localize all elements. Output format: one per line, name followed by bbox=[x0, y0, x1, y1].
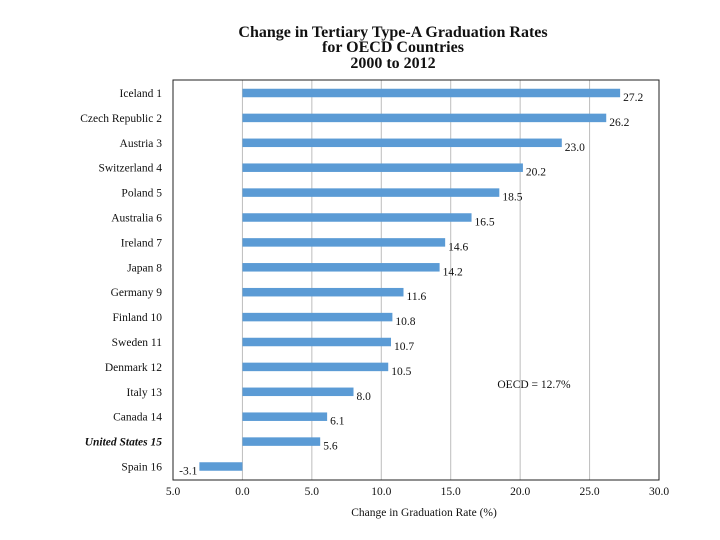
category-label: Denmark 12 bbox=[105, 362, 162, 374]
bar-value-label: 14.6 bbox=[448, 241, 468, 253]
bar bbox=[242, 163, 523, 172]
x-tick-label: 5.0 bbox=[305, 486, 320, 498]
bar bbox=[242, 337, 392, 347]
plot-area-frame bbox=[172, 79, 660, 481]
bar-value-label: 16.5 bbox=[475, 217, 495, 229]
bar bbox=[242, 263, 440, 272]
bar-value-label: 10.7 bbox=[394, 341, 414, 353]
bar bbox=[242, 238, 446, 247]
category-label: Japan 8 bbox=[127, 262, 162, 274]
category-label: Iceland 1 bbox=[120, 88, 163, 100]
bar bbox=[242, 188, 500, 197]
category-label: United States 15 bbox=[85, 437, 163, 449]
bar bbox=[242, 138, 562, 148]
x-tick-label: 20.0 bbox=[510, 486, 530, 498]
bar-value-label: 6.1 bbox=[330, 416, 345, 428]
bar bbox=[242, 88, 621, 98]
bar bbox=[242, 312, 393, 322]
title-line-3: 2000 to 2012 bbox=[350, 55, 435, 72]
bar bbox=[242, 213, 472, 222]
bar-value-label: 20.2 bbox=[526, 167, 546, 179]
bar bbox=[242, 287, 404, 297]
bar-value-label: 11.6 bbox=[407, 291, 427, 303]
category-label: Austria 3 bbox=[120, 138, 163, 150]
bar-value-label: 10.8 bbox=[395, 316, 415, 328]
x-tick-labels-group: 5.0 0.0 5.0 10.0 15.0 20.0 25.0 30.0 bbox=[166, 486, 670, 498]
x-tick-label: 10.0 bbox=[371, 486, 391, 498]
value-labels-group: 27.2 26.2 23.0 20.2 18.5 16.5 14.6 14.2 11.6 10.8… bbox=[179, 92, 643, 478]
bar-value-label: 10.5 bbox=[391, 366, 411, 378]
oecd-average-annotation: OECD = 12.7% bbox=[497, 379, 571, 391]
x-tick-label: 0.0 bbox=[235, 486, 250, 498]
bar-value-label: -3.1 bbox=[179, 466, 197, 478]
x-tick-label: 30.0 bbox=[649, 486, 669, 498]
x-tick-label: 5.0 bbox=[166, 486, 181, 498]
bar-value-label: 23.0 bbox=[565, 142, 585, 154]
category-label: Germany 9 bbox=[111, 287, 163, 299]
category-label: Switzerland 4 bbox=[98, 163, 162, 175]
category-labels-group: Iceland 1 Czech Republic 2 Austria 3 Switze… bbox=[80, 88, 162, 474]
bar bbox=[242, 412, 328, 421]
category-label: Italy 13 bbox=[127, 387, 163, 399]
x-tick-label: 15.0 bbox=[441, 486, 461, 498]
category-label: Sweden 11 bbox=[112, 337, 163, 349]
title-line-1: Change in Tertiary Type-A Graduation Rat… bbox=[238, 24, 547, 41]
bars-group bbox=[199, 88, 621, 471]
bar-value-label: 5.6 bbox=[323, 441, 338, 453]
category-label: Australia 6 bbox=[111, 213, 162, 225]
bar-value-label: 14.2 bbox=[443, 266, 463, 278]
bar bbox=[242, 113, 607, 123]
chart-title: Change in Tertiary Type-A Graduation Rat… bbox=[238, 24, 547, 72]
category-label: Finland 10 bbox=[112, 312, 162, 324]
x-axis-label: Change in Graduation Rate (%) bbox=[351, 507, 497, 519]
category-label: Ireland 7 bbox=[121, 237, 162, 249]
bar-value-label: 8.0 bbox=[357, 391, 372, 403]
bar bbox=[242, 437, 321, 446]
category-label: Czech Republic 2 bbox=[80, 113, 162, 125]
category-label: Spain 16 bbox=[121, 462, 162, 474]
x-tick-label: 25.0 bbox=[580, 486, 600, 498]
bar bbox=[242, 387, 354, 397]
bar-value-label: 27.2 bbox=[623, 92, 643, 104]
category-label: Poland 5 bbox=[121, 188, 162, 200]
bar bbox=[242, 362, 389, 372]
title-line-2: for OECD Countries bbox=[322, 39, 464, 56]
bar-value-label: 18.5 bbox=[502, 192, 522, 204]
bar-value-label: 26.2 bbox=[609, 117, 629, 129]
bar bbox=[199, 462, 243, 471]
category-label: Canada 14 bbox=[113, 412, 162, 424]
